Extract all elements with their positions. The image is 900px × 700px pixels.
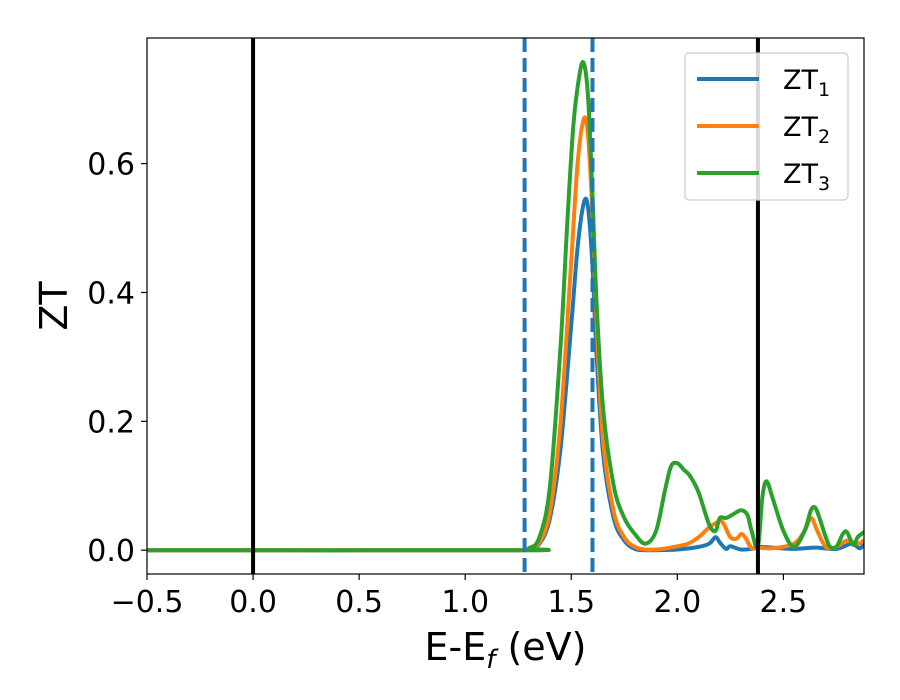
x-tick-label: −0.5	[111, 585, 184, 620]
legend-label-zt1: ZT1	[783, 65, 830, 101]
x-tick-label: 0.0	[229, 585, 277, 620]
legend: ZT1 ZT2 ZT3	[684, 52, 849, 201]
y-axis: 0.0 0.2 0.4 0.6	[87, 148, 147, 569]
y-tick-label: 0.0	[87, 534, 135, 569]
legend-items: ZT1 ZT2 ZT3	[697, 65, 830, 195]
x-axis-label: E-Ef (eV)	[425, 625, 587, 675]
legend-label-zt3: ZT3	[783, 159, 830, 195]
x-axis-label-unit: (eV)	[495, 625, 586, 669]
series-line-zt3	[147, 60, 864, 553]
y-tick-label: 0.2	[87, 405, 135, 440]
legend-label-zt2: ZT2	[783, 112, 830, 148]
y-tick-label: 0.4	[87, 276, 135, 311]
series-layer	[147, 60, 864, 553]
x-tick-label: 0.5	[335, 585, 383, 620]
plot-frame	[146, 37, 865, 575]
x-axis: −0.5 0.0 0.5 1.0 1.5 2.0 2.5	[111, 574, 808, 620]
x-tick-label: 1.5	[547, 585, 595, 620]
legend-box	[684, 52, 849, 201]
x-tick-label: 2.0	[653, 585, 701, 620]
x-tick-label: 2.5	[760, 585, 808, 620]
y-axis-label: ZT	[32, 281, 76, 331]
vline-layer	[251, 38, 760, 574]
x-tick-label: 1.0	[441, 585, 489, 620]
y-tick-label: 0.6	[87, 148, 135, 183]
x-axis-label-main: E-E	[425, 625, 487, 669]
